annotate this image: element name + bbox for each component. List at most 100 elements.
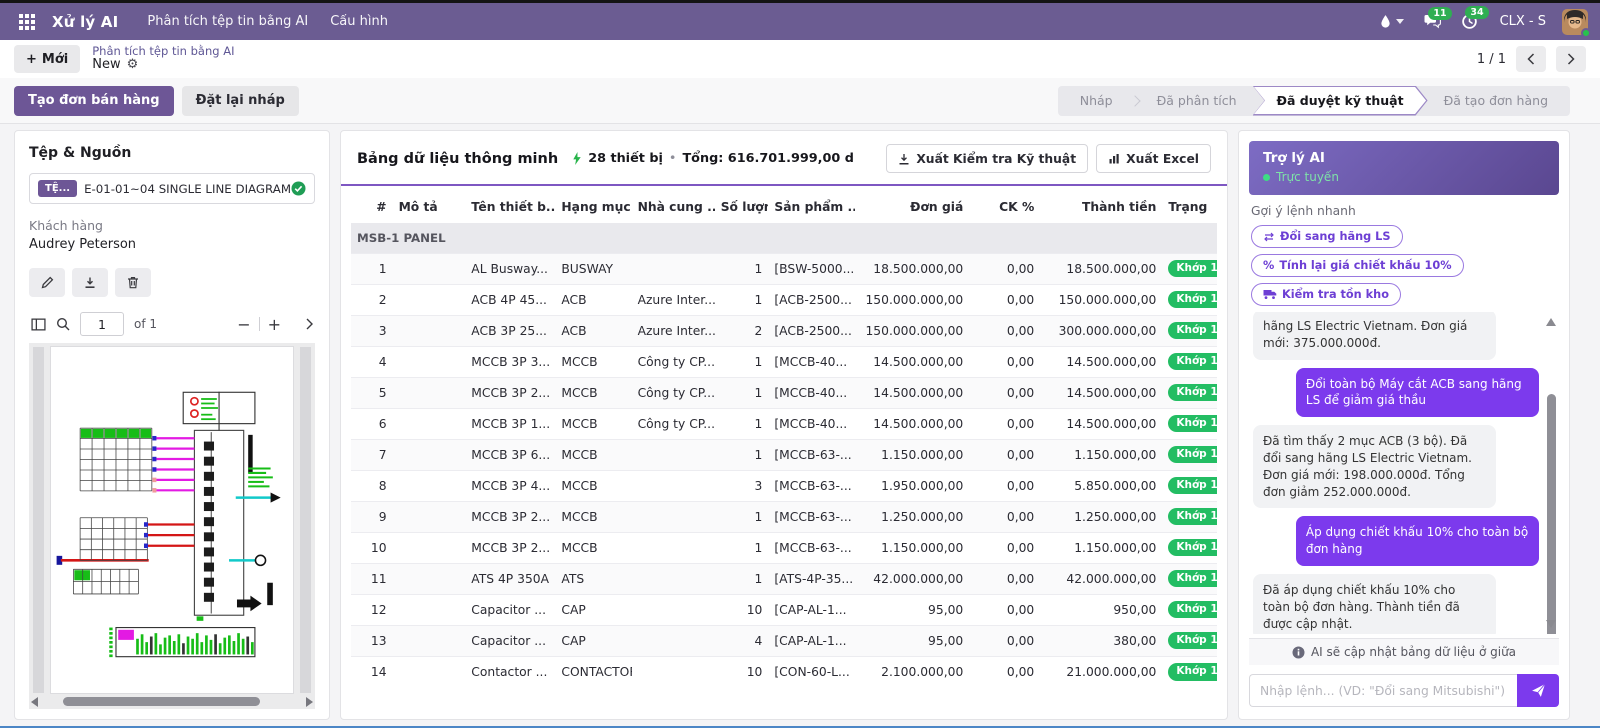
table-row[interactable]: 4 MCCB 3P 3... MCCB Công ty CP... 1 [MCCB-40.… (351, 345, 1217, 377)
export-tech-check-button[interactable]: Xuất Kiểm tra Kỹ thuật (886, 144, 1089, 173)
ai-online-status: Trực tuyến (1276, 170, 1339, 184)
create-sale-order-button[interactable]: Tạo đơn bán hàng (14, 85, 174, 116)
table-row[interactable]: 12 Capacitor ... CAP 10 [CAP-AL-1... 95,00 0,0… (351, 593, 1217, 625)
send-button[interactable] (1517, 674, 1559, 707)
messages-button[interactable]: 11 (1424, 7, 1452, 29)
cell-unit_price: 150.000.000,00 (854, 314, 970, 346)
column-header-4[interactable]: Hạng mục (561, 200, 631, 214)
cell-product: [ACB-2500... (768, 283, 855, 315)
scroll-down-arrow[interactable] (1546, 620, 1556, 628)
reset-draft-button[interactable]: Đặt lại nháp (181, 85, 299, 116)
chat-message-assistant: Đã tìm thấy 2 mục ACB (3 bộ). Đã đổi san… (1253, 425, 1497, 509)
column-header-9[interactable]: CK % (999, 200, 1035, 214)
cell-category: ACB (555, 314, 632, 346)
scroll-thumb[interactable] (62, 697, 261, 706)
customer-name[interactable]: Audrey Peterson (29, 237, 137, 252)
download-button[interactable] (72, 268, 108, 297)
group-row[interactable]: MSB-1 PANEL (351, 223, 1217, 253)
cell-status: Khớp 10... (1162, 655, 1217, 687)
search-icon[interactable] (56, 317, 70, 331)
pager-next-button[interactable] (1556, 46, 1586, 72)
table-scroll-area[interactable]: # Mô tả Tên thiết b... Hạng mục Nhà cung ...… (341, 186, 1227, 719)
command-input[interactable] (1249, 674, 1517, 707)
gear-icon[interactable]: ⚙ (126, 57, 139, 73)
column-header-7[interactable]: Sản phẩm ... (774, 200, 855, 214)
cell-device: ACB 4P 45... (465, 283, 556, 315)
cell-device: ACB 3P 25... (465, 314, 556, 346)
cell-qty: 3 (714, 469, 769, 501)
table-row[interactable]: 1 AL Busway... BUSWAY 1 [BSW-5000... 18.500.0… (351, 252, 1217, 284)
quick-command-2[interactable]: % Tính lại giá chiết khấu 10% (1251, 254, 1464, 277)
page-total: of 1 (134, 317, 158, 331)
pager-prev-button[interactable] (1516, 46, 1546, 72)
column-header-11[interactable]: Trạng (1162, 186, 1217, 223)
status-step-3[interactable]: Đã duyệt kỹ thuật (1253, 86, 1428, 116)
column-header-1[interactable]: # (376, 200, 387, 214)
menu-item-analyze[interactable]: Phân tích tệp tin bằng AI (147, 14, 309, 29)
droplet-menu[interactable] (1380, 14, 1404, 29)
column-header-2[interactable]: Mô tả (398, 200, 438, 214)
table-row[interactable]: 2 ACB 4P 45... ACB Azure Inter... 1 [ACB-2500… (351, 283, 1217, 315)
table-row[interactable]: 11 ATS 4P 350A ATS 1 [ATS-4P-35... 42.000.000… (351, 562, 1217, 594)
status-step-4[interactable]: Đã tạo đơn hàng (1428, 86, 1564, 116)
column-header-8[interactable]: Đơn giá (910, 200, 964, 214)
scroll-left-arrow[interactable] (31, 696, 38, 707)
breadcrumb-link[interactable]: Phân tích tệp tin bằng AI (92, 43, 235, 58)
status-badge: Khớp 10... (1168, 445, 1217, 464)
chevron-right-icon[interactable] (305, 318, 313, 330)
apps-grid-icon[interactable] (12, 9, 42, 35)
cell-discount: 0,00 (969, 345, 1041, 377)
quick-commands: Đổi sang hãng LS % Tính lại giá chiết khấu… (1251, 225, 1557, 306)
cell-device: AL Busway... (465, 252, 556, 284)
table-row[interactable]: 6 MCCB 3P 1... MCCB Công ty CP... 1 [MCCB-40.… (351, 407, 1217, 439)
chat-scrollbar[interactable] (1545, 314, 1557, 634)
table-row[interactable]: 8 MCCB 3P 4... MCCB 3 [MCCB-63-... 1.950.000,… (351, 469, 1217, 501)
attached-file-chip[interactable]: TỆ... E-01-01~04 SINGLE LINE DIAGRAM OF … (29, 173, 315, 204)
new-button[interactable]: + Mới (14, 45, 81, 73)
cell-unit_price: 95,00 (854, 593, 970, 625)
cell-qty: 2 (714, 314, 769, 346)
cell-status: Khớp 10... (1162, 407, 1217, 439)
menu-item-config[interactable]: Cấu hình (330, 14, 388, 29)
column-header-6[interactable]: Số lượng (720, 200, 769, 214)
cell-no: 2 (351, 283, 393, 315)
cell-product: [MCCB-63-... (768, 438, 855, 470)
status-step-2[interactable]: Đã phân tích (1141, 86, 1253, 116)
sidebar-toggle-icon[interactable] (31, 318, 46, 331)
column-header-5[interactable]: Nhà cung ... (637, 200, 715, 214)
status-step-1[interactable]: Nháp (1064, 86, 1129, 116)
column-header-10[interactable]: Thành tiền (1081, 200, 1157, 214)
user-menu[interactable] (1562, 8, 1591, 38)
cell-qty: 1 (714, 500, 769, 532)
company-switcher[interactable]: CLX - S (1499, 14, 1546, 29)
delete-button[interactable] (115, 268, 151, 297)
scroll-right-arrow[interactable] (306, 696, 313, 707)
activities-badge: 34 (1465, 6, 1489, 20)
table-row[interactable]: 10 MCCB 3P 2... MCCB 1 [MCCB-63-... 1.150.000… (351, 531, 1217, 563)
table-row[interactable]: 5 MCCB 3P 2... MCCB Công ty CP... 1 [MCCB-40.… (351, 376, 1217, 408)
pdf-viewer[interactable] (29, 343, 315, 709)
cell-vendor (631, 531, 715, 563)
pdf-horizontal-scrollbar[interactable] (31, 696, 313, 707)
table-row[interactable]: 3 ACB 3P 25... ACB Azure Inter... 2 [ACB-2500… (351, 314, 1217, 346)
chat-scroll-thumb[interactable] (1546, 394, 1556, 634)
page-number-input[interactable] (80, 312, 124, 336)
cell-product: [MCCB-63-... (768, 469, 855, 501)
table-row[interactable]: 14 Contactor ... CONTACTOR 10 [CON-60-L... 2.… (351, 655, 1217, 687)
scroll-up-arrow[interactable] (1546, 318, 1556, 326)
cell-desc (392, 314, 466, 346)
zoom-out-button[interactable]: − (237, 314, 251, 334)
scroll-track[interactable] (42, 697, 302, 706)
chat-area[interactable]: hãng LS Electric Vietnam. Đơn giá mới: 3… (1249, 312, 1559, 634)
export-excel-button[interactable]: Xuất Excel (1096, 144, 1211, 173)
edit-button[interactable] (29, 268, 65, 297)
quick-command-1[interactable]: Đổi sang hãng LS (1251, 225, 1403, 248)
zoom-in-button[interactable]: + (267, 314, 281, 334)
quick-command-3[interactable]: Kiểm tra tồn kho (1251, 283, 1401, 306)
table-row[interactable]: 7 MCCB 3P 6... MCCB 1 [MCCB-63-... 1.150.000,… (351, 438, 1217, 470)
table-row[interactable]: 9 MCCB 3P 2... MCCB 1 [MCCB-63-... 1.250.000,… (351, 500, 1217, 532)
table-row[interactable]: 13 Capacitor ... CAP 4 [CAP-AL-1... 95,00 0,00… (351, 624, 1217, 656)
column-header-3[interactable]: Tên thiết b... (471, 200, 556, 214)
activities-button[interactable]: 34 (1461, 6, 1489, 30)
app-name[interactable]: Xử lý AI (52, 12, 119, 31)
